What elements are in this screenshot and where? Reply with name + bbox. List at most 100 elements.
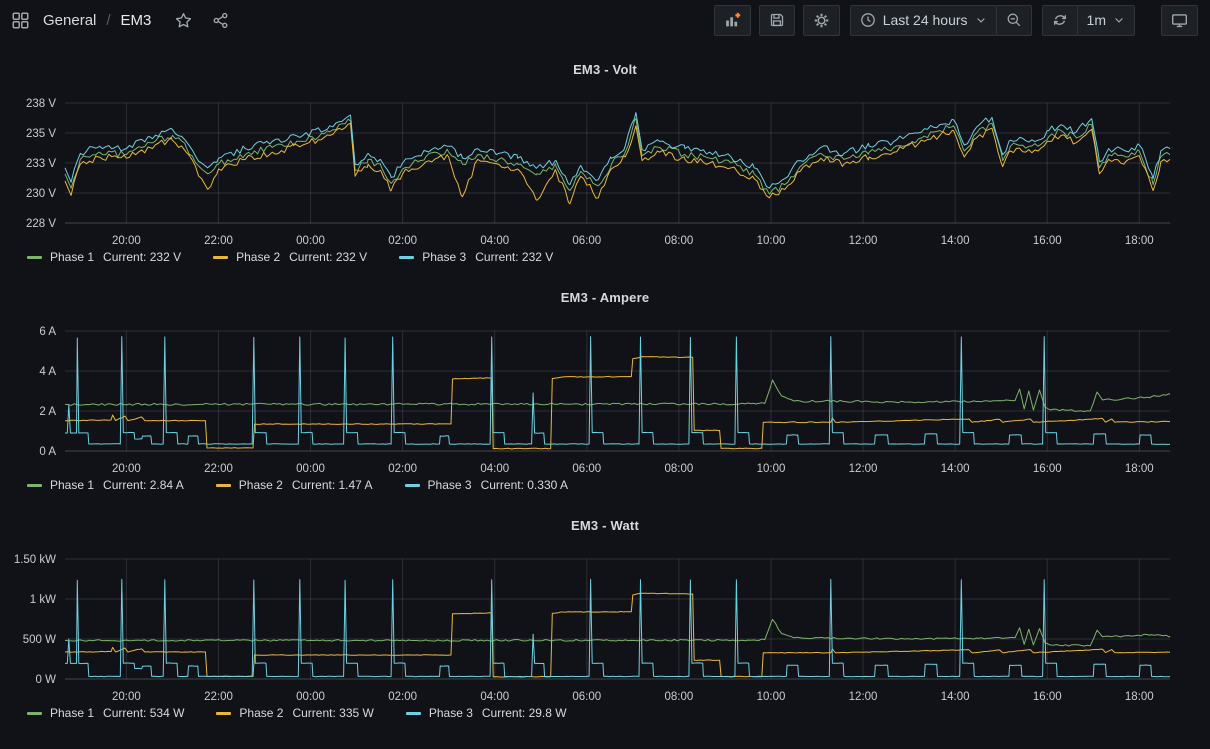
svg-text:12:00: 12:00 bbox=[849, 691, 878, 703]
gear-icon bbox=[814, 13, 828, 27]
chevron-down-icon bbox=[1113, 14, 1125, 26]
add-panel-button[interactable] bbox=[714, 5, 751, 36]
svg-text:18:00: 18:00 bbox=[1125, 235, 1154, 247]
legend-series-value: Current: 1.47 A bbox=[292, 478, 373, 492]
breadcrumb-dashboard[interactable]: EM3 bbox=[121, 12, 152, 29]
legend-series-value: Current: 232 V bbox=[289, 250, 367, 264]
svg-text:2 A: 2 A bbox=[39, 406, 56, 418]
zoom-out-button[interactable] bbox=[996, 5, 1032, 36]
breadcrumb-separator: / bbox=[106, 12, 110, 29]
svg-text:238 V: 238 V bbox=[26, 98, 56, 110]
svg-text:06:00: 06:00 bbox=[572, 691, 601, 703]
svg-text:18:00: 18:00 bbox=[1125, 463, 1154, 475]
svg-text:1 kW: 1 kW bbox=[30, 594, 56, 606]
panel-title-volt[interactable]: EM3 - Volt bbox=[0, 62, 1210, 77]
svg-text:08:00: 08:00 bbox=[664, 235, 693, 247]
svg-text:14:00: 14:00 bbox=[941, 463, 970, 475]
ampere-chart[interactable]: 6 A4 A2 A0 A20:0022:0000:0002:0004:0006:… bbox=[0, 326, 1210, 481]
legend-item[interactable]: Phase 2 Current: 335 W bbox=[216, 706, 373, 720]
svg-text:22:00: 22:00 bbox=[204, 691, 233, 703]
legend-series-value: Current: 232 V bbox=[103, 250, 181, 264]
legend-item[interactable]: Phase 2Current: 232 V bbox=[213, 250, 367, 264]
svg-text:10:00: 10:00 bbox=[757, 463, 786, 475]
time-range-picker[interactable]: Last 24 hours bbox=[850, 5, 997, 36]
svg-text:14:00: 14:00 bbox=[941, 691, 970, 703]
legend-series-swatch bbox=[399, 256, 414, 259]
clock-icon bbox=[860, 12, 876, 28]
svg-text:228 V: 228 V bbox=[26, 218, 56, 230]
refresh-interval-dropdown[interactable]: 1m bbox=[1077, 5, 1135, 36]
svg-text:10:00: 10:00 bbox=[757, 691, 786, 703]
svg-text:20:00: 20:00 bbox=[112, 463, 141, 475]
svg-text:12:00: 12:00 bbox=[849, 463, 878, 475]
star-icon[interactable] bbox=[175, 12, 192, 29]
legend-item[interactable]: Phase 3Current: 0.330 A bbox=[405, 478, 568, 492]
legend-series-swatch bbox=[27, 484, 42, 487]
svg-text:08:00: 08:00 bbox=[664, 691, 693, 703]
svg-text:16:00: 16:00 bbox=[1033, 235, 1062, 247]
breadcrumb: General / EM3 bbox=[43, 12, 151, 29]
breadcrumb-folder[interactable]: General bbox=[43, 12, 96, 29]
legend-item[interactable]: Phase 3Current: 29.8 W bbox=[406, 706, 567, 720]
watt-chart[interactable]: 1.50 kW1 kW500 W0 W20:0022:0000:0002:000… bbox=[0, 554, 1210, 709]
ampere-legend: Phase 1Current: 2.84 A Phase 2 Current: 1.… bbox=[27, 478, 600, 492]
svg-text:10:00: 10:00 bbox=[757, 235, 786, 247]
legend-series-value: Current: 232 V bbox=[475, 250, 553, 264]
svg-text:08:00: 08:00 bbox=[664, 463, 693, 475]
chevron-down-icon bbox=[975, 14, 987, 26]
svg-text:0 W: 0 W bbox=[36, 674, 57, 686]
legend-series-label: Phase 2 bbox=[239, 478, 283, 492]
svg-text:04:00: 04:00 bbox=[480, 235, 509, 247]
top-nav-bar: General / EM3 bbox=[0, 0, 1210, 40]
legend-series-label: Phase 1 bbox=[50, 250, 94, 264]
dashboards-grid-icon[interactable] bbox=[12, 12, 29, 29]
panel-volt: EM3 - Volt 238 V235 V233 V230 V228 V20:0… bbox=[0, 48, 1210, 276]
svg-text:16:00: 16:00 bbox=[1033, 463, 1062, 475]
volt-chart[interactable]: 238 V235 V233 V230 V228 V20:0022:0000:00… bbox=[0, 98, 1210, 253]
legend-series-swatch bbox=[27, 712, 42, 715]
legend-item[interactable]: Phase 1 Current: 534 W bbox=[27, 706, 184, 720]
panel-ampere: EM3 - Ampere 6 A4 A2 A0 A20:0022:0000:00… bbox=[0, 276, 1210, 504]
legend-series-label: Phase 1 bbox=[50, 706, 94, 720]
dashboard-settings-button[interactable] bbox=[803, 5, 840, 36]
refresh-interval-label: 1m bbox=[1087, 12, 1106, 28]
legend-item[interactable]: Phase 1 Current: 232 V bbox=[27, 250, 181, 264]
legend-series-label: Phase 3 bbox=[422, 250, 466, 264]
legend-item[interactable]: Phase 1Current: 2.84 A bbox=[27, 478, 184, 492]
plus-icon bbox=[735, 12, 740, 17]
svg-text:04:00: 04:00 bbox=[480, 691, 509, 703]
svg-text:02:00: 02:00 bbox=[388, 691, 417, 703]
legend-series-value: Current: 0.330 A bbox=[481, 478, 568, 492]
legend-series-swatch bbox=[405, 484, 420, 487]
panel-title-watt[interactable]: EM3 - Watt bbox=[0, 518, 1210, 533]
svg-text:06:00: 06:00 bbox=[572, 235, 601, 247]
monitor-icon bbox=[1171, 12, 1188, 29]
legend-item[interactable]: Phase 2 Current: 1.47 A bbox=[216, 478, 373, 492]
share-icon[interactable] bbox=[212, 12, 229, 29]
legend-series-label: Phase 3 bbox=[429, 706, 473, 720]
svg-text:500 W: 500 W bbox=[23, 634, 56, 646]
svg-text:12:00: 12:00 bbox=[849, 235, 878, 247]
svg-text:14:00: 14:00 bbox=[941, 235, 970, 247]
kiosk-mode-button[interactable] bbox=[1161, 5, 1198, 36]
svg-text:4 A: 4 A bbox=[39, 366, 56, 378]
legend-series-value: Current: 335 W bbox=[292, 706, 373, 720]
refresh-icon bbox=[1052, 12, 1068, 28]
svg-text:00:00: 00:00 bbox=[296, 463, 325, 475]
legend-item[interactable]: Phase 3 Current: 232 V bbox=[399, 250, 553, 264]
legend-series-value: Current: 534 W bbox=[103, 706, 184, 720]
magnifier-minus-icon bbox=[1006, 12, 1022, 28]
svg-text:02:00: 02:00 bbox=[388, 235, 417, 247]
save-dashboard-button[interactable] bbox=[759, 5, 795, 36]
panel-title-ampere[interactable]: EM3 - Ampere bbox=[0, 290, 1210, 305]
svg-text:00:00: 00:00 bbox=[296, 235, 325, 247]
svg-text:1.50 kW: 1.50 kW bbox=[14, 554, 56, 566]
svg-text:16:00: 16:00 bbox=[1033, 691, 1062, 703]
toolbar: Last 24 hours bbox=[714, 5, 1198, 36]
refresh-button[interactable] bbox=[1042, 5, 1078, 36]
svg-text:02:00: 02:00 bbox=[388, 463, 417, 475]
legend-series-swatch bbox=[216, 712, 231, 715]
legend-series-label: Phase 2 bbox=[239, 706, 283, 720]
svg-text:04:00: 04:00 bbox=[480, 463, 509, 475]
svg-text:20:00: 20:00 bbox=[112, 691, 141, 703]
